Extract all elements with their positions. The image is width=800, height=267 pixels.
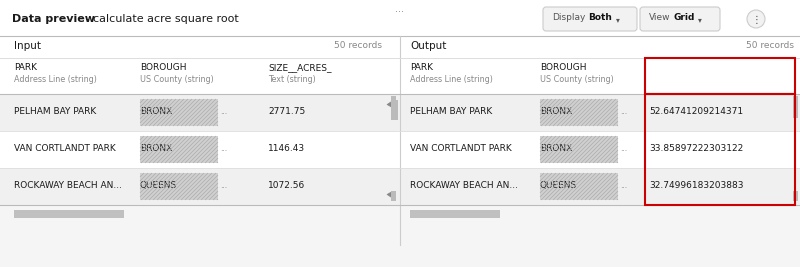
- Text: ROCKAWAY BEACH AN...: ROCKAWAY BEACH AN...: [14, 181, 122, 190]
- Text: 1072.56: 1072.56: [268, 181, 306, 190]
- FancyBboxPatch shape: [543, 7, 637, 31]
- Bar: [140, 173, 218, 200]
- Bar: [793, 96, 798, 118]
- Bar: [0, 168, 400, 205]
- Bar: [400, 58, 800, 94]
- Text: ...: ...: [620, 181, 627, 190]
- Circle shape: [747, 10, 765, 28]
- Text: BRONX: BRONX: [140, 144, 172, 153]
- Text: VAN CORTLANDT PARK: VAN CORTLANDT PARK: [410, 144, 512, 153]
- Bar: [540, 173, 618, 200]
- Text: Output: Output: [410, 41, 446, 51]
- Text: ▾: ▾: [616, 15, 620, 24]
- Text: BRONX: BRONX: [540, 144, 572, 153]
- Bar: [400, 94, 800, 131]
- Bar: [0, 36, 800, 58]
- Bar: [14, 210, 124, 218]
- Text: Text (string): Text (string): [268, 75, 316, 84]
- Bar: [0, 131, 400, 168]
- Text: SIZE__ACRES_: SIZE__ACRES_: [268, 63, 331, 72]
- Text: PARK: PARK: [410, 63, 433, 72]
- Text: ⋮: ⋮: [751, 15, 761, 25]
- Text: Address Line (string): Address Line (string): [410, 75, 493, 84]
- Text: 1146.43: 1146.43: [268, 144, 305, 153]
- Bar: [410, 210, 500, 218]
- Text: ...: ...: [395, 4, 405, 14]
- Text: VAN CORTLANDT PARK: VAN CORTLANDT PARK: [14, 144, 116, 153]
- Text: ...: ...: [220, 181, 227, 190]
- Bar: [140, 99, 218, 126]
- Text: Input: Input: [14, 41, 41, 51]
- Text: 33.85897222303122: 33.85897222303122: [649, 144, 743, 153]
- Text: 52.64741209214371: 52.64741209214371: [649, 107, 743, 116]
- Bar: [400, 168, 800, 205]
- Bar: [793, 191, 798, 201]
- Bar: [391, 96, 396, 116]
- Text: Display: Display: [552, 13, 586, 22]
- Bar: [391, 100, 398, 120]
- Text: Grid: Grid: [673, 13, 694, 22]
- Text: Data preview: Data preview: [12, 14, 95, 24]
- Text: View: View: [649, 13, 670, 22]
- Bar: [0, 94, 400, 131]
- Text: US County (string): US County (string): [140, 75, 214, 84]
- Text: 2771.75: 2771.75: [268, 107, 306, 116]
- Bar: [0, 58, 400, 94]
- Text: ...: ...: [220, 144, 227, 153]
- Bar: [391, 191, 396, 201]
- Text: PELHAM BAY PARK: PELHAM BAY PARK: [410, 107, 492, 116]
- FancyBboxPatch shape: [640, 7, 720, 31]
- Text: BRONX: BRONX: [540, 107, 572, 116]
- Text: ...: ...: [620, 144, 627, 153]
- Bar: [645, 94, 795, 205]
- Text: ROCKAWAY BEACH AN...: ROCKAWAY BEACH AN...: [410, 181, 518, 190]
- Text: 32.74996183203883: 32.74996183203883: [649, 181, 743, 190]
- Text: SIZE__ACRES_: SIZE__ACRES_: [658, 63, 722, 72]
- Text: Decimal (double): Decimal (double): [658, 75, 727, 84]
- Text: - calculate acre square root: - calculate acre square root: [82, 14, 238, 24]
- Bar: [400, 131, 800, 168]
- Text: US County (string): US County (string): [540, 75, 614, 84]
- Bar: [645, 58, 795, 94]
- Text: ...: ...: [620, 107, 627, 116]
- Text: 50 records: 50 records: [334, 41, 382, 50]
- Bar: [540, 136, 618, 163]
- Text: PELHAM BAY PARK: PELHAM BAY PARK: [14, 107, 96, 116]
- Text: Both: Both: [588, 13, 612, 22]
- Text: PARK: PARK: [14, 63, 37, 72]
- Text: ...: ...: [220, 107, 227, 116]
- Text: QUEENS: QUEENS: [140, 181, 178, 190]
- Text: BRONX: BRONX: [140, 107, 172, 116]
- Text: ▾: ▾: [698, 15, 702, 24]
- Bar: [540, 99, 618, 126]
- Text: BOROUGH: BOROUGH: [540, 63, 586, 72]
- Bar: [0, 205, 400, 267]
- Text: 50 records: 50 records: [746, 41, 794, 50]
- Text: BOROUGH: BOROUGH: [140, 63, 186, 72]
- Text: Address Line (string): Address Line (string): [14, 75, 97, 84]
- Bar: [400, 205, 800, 267]
- Text: QUEENS: QUEENS: [540, 181, 578, 190]
- Bar: [140, 136, 218, 163]
